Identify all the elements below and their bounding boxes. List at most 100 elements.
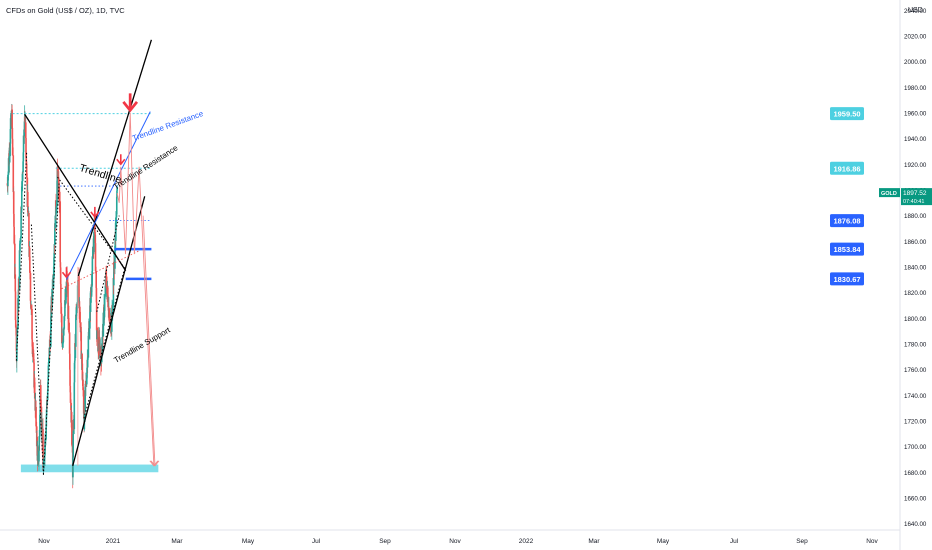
support-zone[interactable]: [20, 464, 159, 473]
candle-body[interactable]: [75, 314, 77, 347]
candle-body[interactable]: [72, 433, 74, 458]
channel-dotted-lower[interactable]: [83, 269, 125, 419]
candle-body[interactable]: [35, 406, 37, 427]
candle-body[interactable]: [86, 357, 89, 368]
candle-body[interactable]: [68, 322, 70, 333]
candle-body[interactable]: [60, 302, 62, 314]
trendline-resistance-blue[interactable]: [66, 111, 151, 280]
candle-body[interactable]: [96, 330, 98, 340]
candle-body[interactable]: [29, 272, 32, 301]
candle-body[interactable]: [80, 331, 83, 359]
candle-body[interactable]: [107, 295, 109, 308]
candle-body[interactable]: [56, 166, 59, 176]
candle-body[interactable]: [105, 275, 108, 288]
candle-body[interactable]: [58, 187, 61, 203]
red-dotted-line[interactable]: [61, 249, 141, 290]
candle-body[interactable]: [67, 317, 70, 323]
candle-body[interactable]: [91, 256, 94, 272]
candle-body[interactable]: [103, 298, 106, 311]
candle-body[interactable]: [25, 163, 28, 178]
candle-body[interactable]: [73, 362, 76, 383]
candle-body[interactable]: [47, 365, 50, 377]
candle-body[interactable]: [9, 129, 12, 144]
candle-body[interactable]: [48, 339, 51, 355]
candle-body[interactable]: [108, 308, 110, 321]
candle-body[interactable]: [39, 385, 42, 407]
candle-body[interactable]: [115, 214, 118, 218]
red-arrow-apr[interactable]: [122, 101, 139, 113]
symbol-price-badge[interactable]: GOLD 1897.52 07:40:41: [879, 188, 932, 206]
candle-body[interactable]: [16, 329, 19, 337]
candle-body[interactable]: [67, 282, 69, 319]
candle-body[interactable]: [21, 181, 23, 187]
candle-body[interactable]: [102, 312, 105, 337]
candle-body[interactable]: [82, 390, 85, 414]
candle-body[interactable]: [24, 122, 27, 138]
candle-body[interactable]: [59, 201, 62, 263]
candle-body[interactable]: [72, 457, 74, 478]
candle-body[interactable]: [61, 342, 64, 348]
candle-body[interactable]: [53, 257, 55, 278]
candle-body[interactable]: [21, 171, 24, 182]
projected-path-2[interactable]: [142, 215, 156, 466]
candle-body[interactable]: [115, 196, 118, 215]
channel-dotted-upper[interactable]: [96, 215, 120, 312]
candle-body[interactable]: [67, 305, 70, 318]
candle-body[interactable]: [14, 291, 17, 321]
level-badge-1916.86[interactable]: 1916.86: [830, 161, 864, 175]
candle-body[interactable]: [56, 180, 58, 207]
candle-body[interactable]: [40, 406, 43, 426]
level-badge-1830.67[interactable]: 1830.67: [830, 272, 864, 286]
candle-body[interactable]: [20, 186, 23, 210]
candle-body[interactable]: [27, 192, 29, 207]
candle-body[interactable]: [38, 436, 41, 451]
trendline-main[interactable]: [24, 113, 127, 272]
candle-body[interactable]: [22, 135, 25, 153]
price-axis-panel[interactable]: [900, 0, 932, 530]
level-badge-1876.08[interactable]: 1876.08: [830, 214, 864, 228]
candle-body[interactable]: [99, 349, 102, 356]
candle-body[interactable]: [74, 343, 76, 361]
candle-body[interactable]: [14, 243, 16, 279]
candle-body[interactable]: [7, 174, 9, 187]
candle-body[interactable]: [9, 143, 11, 157]
trendline-support[interactable]: [72, 196, 146, 467]
candle-body[interactable]: [55, 206, 58, 211]
level-badge-1853.84[interactable]: 1853.84: [830, 242, 864, 256]
candle-body[interactable]: [46, 391, 49, 401]
candle-body[interactable]: [62, 328, 65, 336]
level-badge-1959.50[interactable]: 1959.50: [830, 107, 864, 121]
candle-body[interactable]: [8, 156, 11, 162]
candle-body[interactable]: [104, 294, 106, 299]
candle-body[interactable]: [29, 300, 32, 304]
candle-body[interactable]: [14, 320, 17, 328]
candle-body[interactable]: [111, 305, 114, 312]
red-arrow-jul[interactable]: [61, 271, 72, 279]
candle-body[interactable]: [10, 114, 12, 125]
candle-body[interactable]: [81, 363, 84, 380]
candle-body[interactable]: [71, 422, 73, 445]
time-axis-panel[interactable]: [0, 530, 900, 550]
candle-body[interactable]: [57, 177, 59, 190]
trendline-resistance-black[interactable]: [77, 39, 153, 277]
candle-body[interactable]: [70, 411, 73, 423]
candle-body[interactable]: [42, 428, 44, 458]
candle-body[interactable]: [39, 414, 41, 437]
candle-body[interactable]: [71, 444, 73, 446]
candle-body[interactable]: [59, 267, 62, 285]
candle-body[interactable]: [52, 277, 55, 281]
candle-body[interactable]: [73, 382, 76, 430]
candle-body[interactable]: [79, 306, 81, 323]
candle-body[interactable]: [12, 191, 15, 214]
trendline-dotted-upper[interactable]: [57, 176, 127, 270]
candle-body[interactable]: [13, 226, 15, 244]
candle-body[interactable]: [7, 158, 10, 175]
candle-body[interactable]: [17, 289, 20, 309]
candle-body[interactable]: [30, 305, 33, 310]
candle-body[interactable]: [94, 243, 97, 271]
candle-body[interactable]: [18, 250, 21, 289]
candle-body[interactable]: [88, 328, 91, 338]
candle-body[interactable]: [65, 293, 67, 300]
plot-area[interactable]: [0, 0, 900, 530]
